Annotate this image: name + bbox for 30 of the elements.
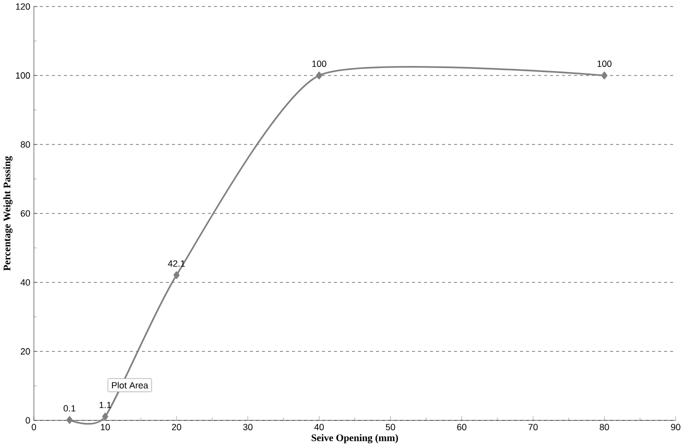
y-tick-label: 120 [16, 4, 30, 10]
y-tick-label: 60 [20, 210, 30, 217]
point [102, 412, 108, 421]
y-axis-title: Percentage Weight Passing [3, 156, 12, 271]
x-tick-label: 10 [100, 424, 110, 430]
x-tick-label: 20 [172, 424, 182, 430]
point [601, 72, 608, 80]
data-label: 100 [598, 60, 612, 68]
y-tick-label: 20 [20, 348, 30, 355]
x-tick-label: 60 [457, 424, 466, 430]
data-label: 100 [312, 60, 326, 68]
data-label: 0.1 [64, 405, 76, 412]
x-tick-label: 30 [243, 424, 252, 430]
annotation: Plot Area [112, 382, 148, 389]
data-label: 42.1 [168, 260, 185, 267]
x-tick-label: 50 [386, 424, 396, 430]
y-tick-label: 100 [16, 72, 30, 79]
x-tick-label: 80 [600, 424, 610, 430]
data-label: 1.1 [100, 402, 112, 408]
x-axis-title: Seive Opening (mm) [312, 434, 398, 444]
x-tick-label: 70 [528, 424, 538, 430]
point [316, 72, 322, 80]
y-tick-label: 40 [20, 279, 30, 286]
y-tick-label: 0 [26, 417, 30, 424]
y-tick-label: 80 [20, 141, 30, 148]
x-tick-label: 40 [314, 424, 324, 430]
x-tick-label: 0 [32, 424, 36, 430]
x-tick-label: 90 [671, 424, 680, 430]
point [66, 416, 73, 424]
point [173, 272, 180, 280]
